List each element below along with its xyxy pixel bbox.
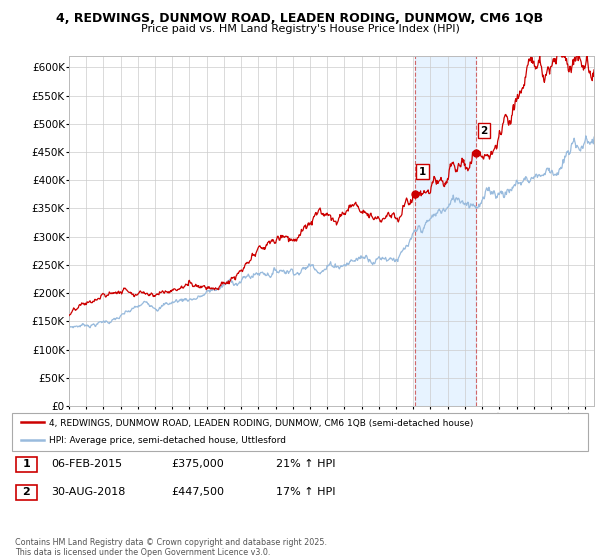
- Text: HPI: Average price, semi-detached house, Uttlesford: HPI: Average price, semi-detached house,…: [49, 436, 286, 445]
- Text: 06-FEB-2015: 06-FEB-2015: [51, 459, 122, 469]
- Text: Contains HM Land Registry data © Crown copyright and database right 2025.
This d: Contains HM Land Registry data © Crown c…: [15, 538, 327, 557]
- Text: Price paid vs. HM Land Registry's House Price Index (HPI): Price paid vs. HM Land Registry's House …: [140, 24, 460, 34]
- Text: 2: 2: [481, 125, 488, 136]
- FancyBboxPatch shape: [12, 413, 588, 451]
- FancyBboxPatch shape: [16, 484, 37, 500]
- Bar: [415, 56, 476, 406]
- Text: 4, REDWINGS, DUNMOW ROAD, LEADEN RODING, DUNMOW, CM6 1QB (semi-detached house): 4, REDWINGS, DUNMOW ROAD, LEADEN RODING,…: [49, 418, 474, 427]
- Text: 1: 1: [419, 166, 426, 176]
- Text: 4, REDWINGS, DUNMOW ROAD, LEADEN RODING, DUNMOW, CM6 1QB: 4, REDWINGS, DUNMOW ROAD, LEADEN RODING,…: [56, 12, 544, 25]
- Text: 1: 1: [23, 459, 30, 469]
- Text: 30-AUG-2018: 30-AUG-2018: [51, 487, 125, 497]
- Text: 2: 2: [23, 487, 30, 497]
- Text: 17% ↑ HPI: 17% ↑ HPI: [276, 487, 335, 497]
- Text: 21% ↑ HPI: 21% ↑ HPI: [276, 459, 335, 469]
- FancyBboxPatch shape: [16, 457, 37, 472]
- Text: £447,500: £447,500: [171, 487, 224, 497]
- Text: £375,000: £375,000: [171, 459, 224, 469]
